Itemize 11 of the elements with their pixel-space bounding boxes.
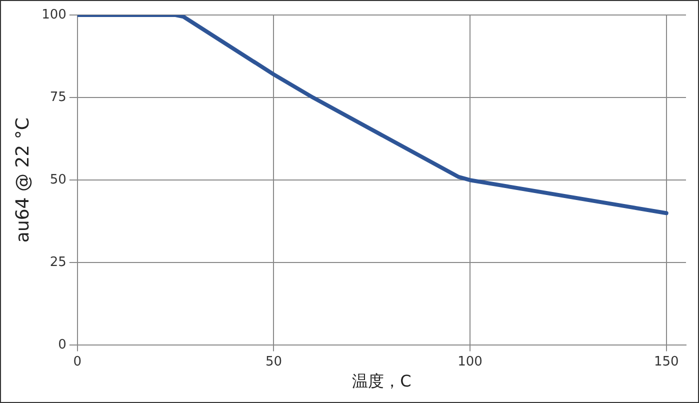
y-axis-title: au64 @ 22 °C	[12, 118, 34, 243]
y-tick-label: 100	[42, 7, 66, 22]
x-tick-label: 150	[654, 354, 679, 370]
y-tick-label: 75	[50, 90, 66, 105]
y-tick-label: 50	[50, 172, 66, 188]
x-axis-title: 温度，C	[352, 372, 412, 391]
y-tick-label: 0	[58, 338, 66, 353]
x-tick-label: 100	[458, 354, 482, 370]
x-tick-label: 50	[265, 354, 282, 370]
y-tick-label: 25	[50, 255, 66, 270]
x-tick-label: 0	[73, 354, 82, 370]
